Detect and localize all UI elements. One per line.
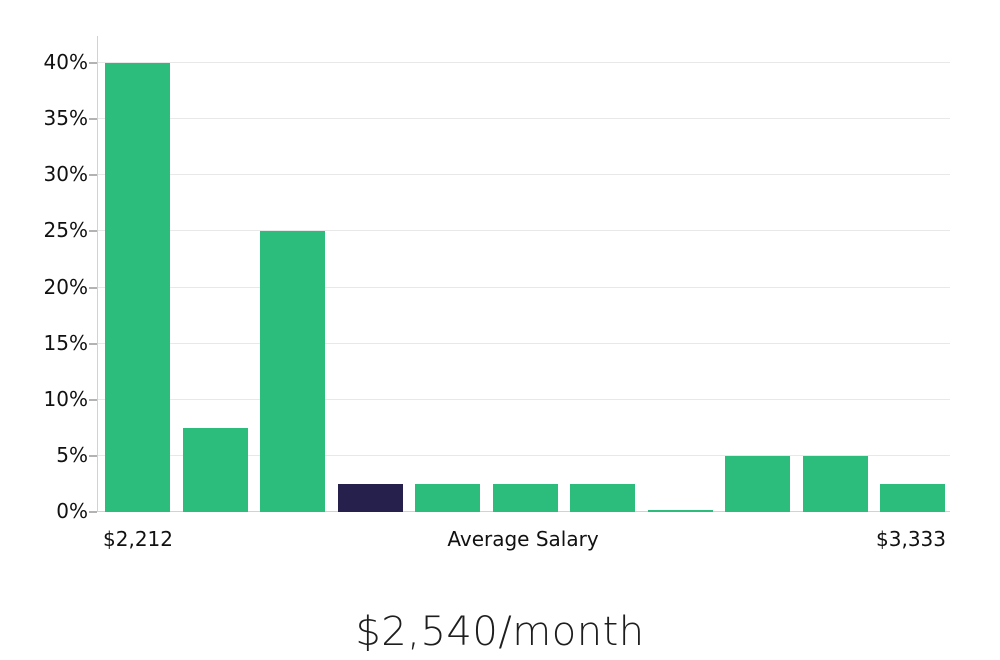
- histogram-bar: [570, 483, 635, 512]
- y-tick-label: 10%: [43, 386, 88, 411]
- gridline-15: [97, 342, 950, 344]
- histogram-bar: [105, 63, 170, 512]
- y-tick-label: 5%: [56, 442, 88, 467]
- y-tick-mark: [89, 342, 97, 345]
- gridline-5: [97, 454, 950, 456]
- gridline-35: [97, 118, 950, 120]
- gridline-10: [97, 398, 950, 400]
- y-tick-label: 25%: [43, 218, 88, 243]
- average-salary-title: $2,540/month: [355, 609, 645, 655]
- x-tick-label-min: $2,212: [103, 527, 173, 551]
- y-tick-mark: [89, 62, 97, 64]
- histogram-bar: [260, 231, 325, 512]
- y-tick-label: 40%: [43, 50, 88, 74]
- y-tick-mark: [89, 398, 97, 401]
- plot-area: [89, 36, 950, 513]
- histogram-bar: [802, 455, 868, 512]
- y-tick-mark: [89, 118, 97, 121]
- y-tick-label: 20%: [43, 274, 88, 299]
- y-tick-mark: [89, 230, 97, 233]
- histogram-bar: [182, 427, 248, 512]
- average-salary-bar: [337, 483, 403, 512]
- gridline-20: [97, 286, 950, 288]
- gridline-25: [97, 230, 950, 232]
- y-tick-label: 0%: [56, 499, 88, 523]
- y-tick-label: 15%: [43, 330, 88, 355]
- histogram-bar: [725, 455, 790, 512]
- histogram-bar: [492, 483, 558, 512]
- y-axis-line: [97, 36, 98, 512]
- x-axis-title: Average Salary: [447, 527, 599, 551]
- y-tick-label: 30%: [43, 162, 88, 187]
- gridline-40: [97, 62, 950, 63]
- y-tick-label: 35%: [43, 106, 88, 131]
- histogram-bar: [415, 483, 480, 512]
- y-tick-mark: [89, 286, 97, 289]
- x-tick-label-max: $3,333: [876, 527, 946, 551]
- histogram-bar: [647, 509, 713, 512]
- gridline-30: [97, 174, 950, 176]
- y-tick-mark: [89, 174, 97, 177]
- y-tick-mark: [89, 511, 97, 513]
- histogram-bar: [880, 483, 945, 512]
- y-tick-mark: [89, 454, 97, 457]
